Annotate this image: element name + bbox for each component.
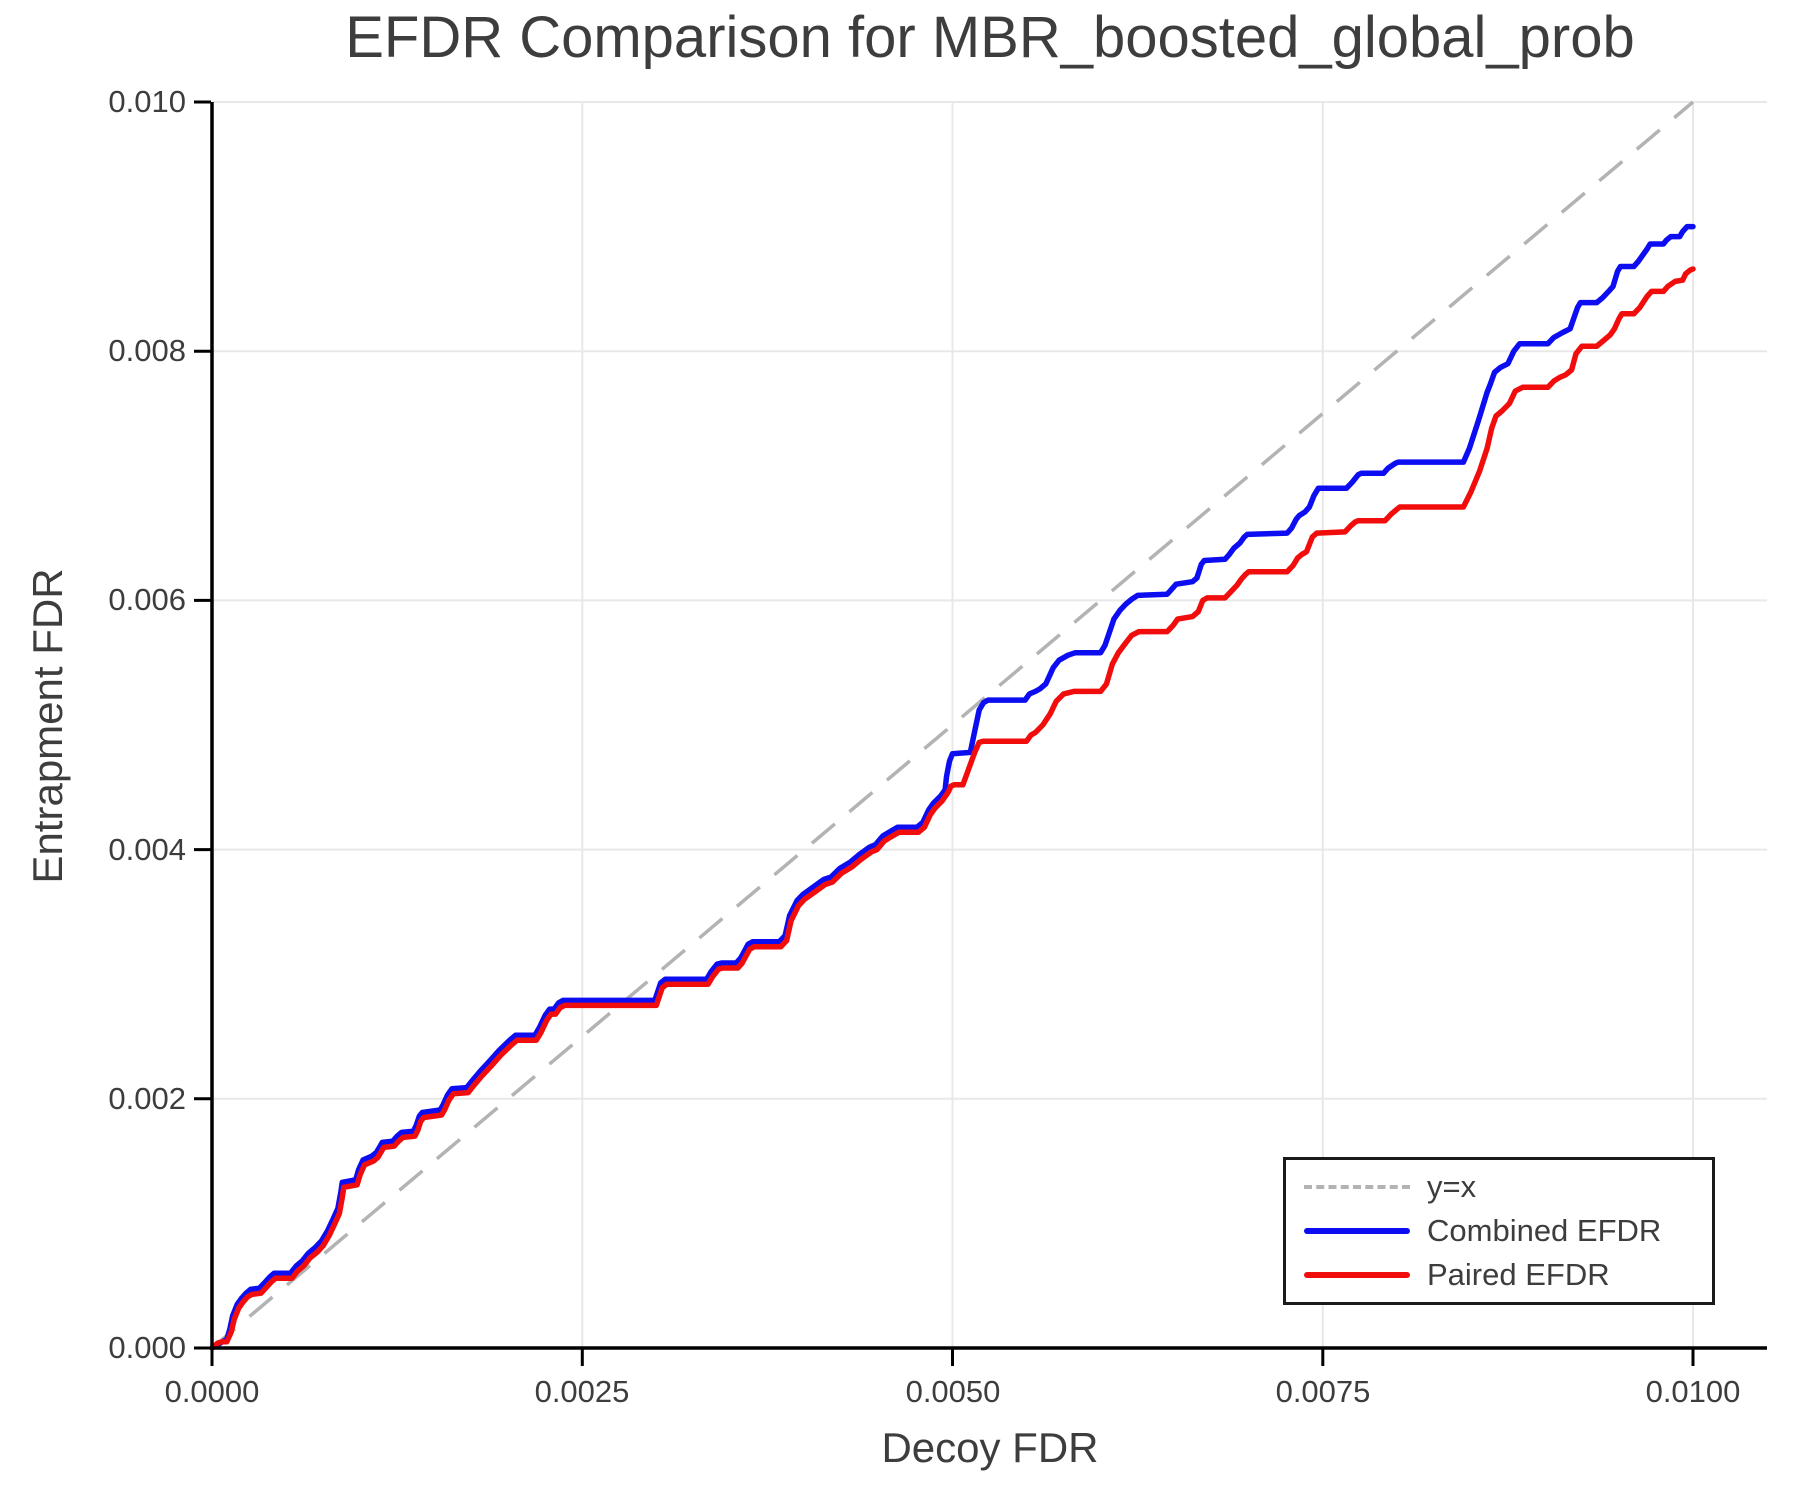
x-tick-label: 0.0000	[164, 1374, 260, 1409]
y-tick-label: 0.006	[108, 582, 186, 617]
paired-efdr-swatch	[1304, 1272, 1410, 1278]
axis-spines	[210, 102, 1767, 1350]
chart-title: EFDR Comparison for MBR_boosted_global_p…	[345, 5, 1635, 70]
legend-row-combined-efdr: Combined EFDR	[1304, 1213, 1712, 1250]
paired-efdr-line	[209, 266, 1696, 1351]
identity-line-swatch	[1304, 1185, 1410, 1189]
legend-label-identity: y=x	[1427, 1169, 1477, 1204]
x-tick-label: 0.0100	[1645, 1374, 1741, 1409]
x-tick-label: 0.0025	[534, 1374, 630, 1409]
legend: y=x Combined EFDR Paired EFDR	[1283, 1157, 1715, 1305]
combined-efdr-line	[209, 223, 1696, 1351]
legend-row-paired-efdr: Paired EFDR	[1304, 1257, 1712, 1294]
x-tick-label: 0.0075	[1275, 1374, 1371, 1409]
y-tick-label: 0.010	[108, 84, 186, 119]
y-tick-label: 0.000	[108, 1330, 186, 1365]
y-axis-label: Entrapment FDR	[24, 568, 71, 884]
y-tick-label: 0.002	[108, 1081, 186, 1116]
x-tick-label: 0.0050	[905, 1374, 1001, 1409]
y-tick-label: 0.004	[108, 832, 186, 867]
combined-efdr-swatch	[1304, 1228, 1410, 1234]
identity-line	[210, 100, 1695, 1350]
y-tick-label: 0.008	[108, 333, 186, 368]
x-axis-label: Decoy FDR	[881, 1424, 1099, 1471]
legend-label-combined-efdr: Combined EFDR	[1427, 1213, 1662, 1248]
legend-row-identity: y=x	[1304, 1169, 1712, 1206]
legend-label-paired-efdr: Paired EFDR	[1427, 1257, 1610, 1292]
